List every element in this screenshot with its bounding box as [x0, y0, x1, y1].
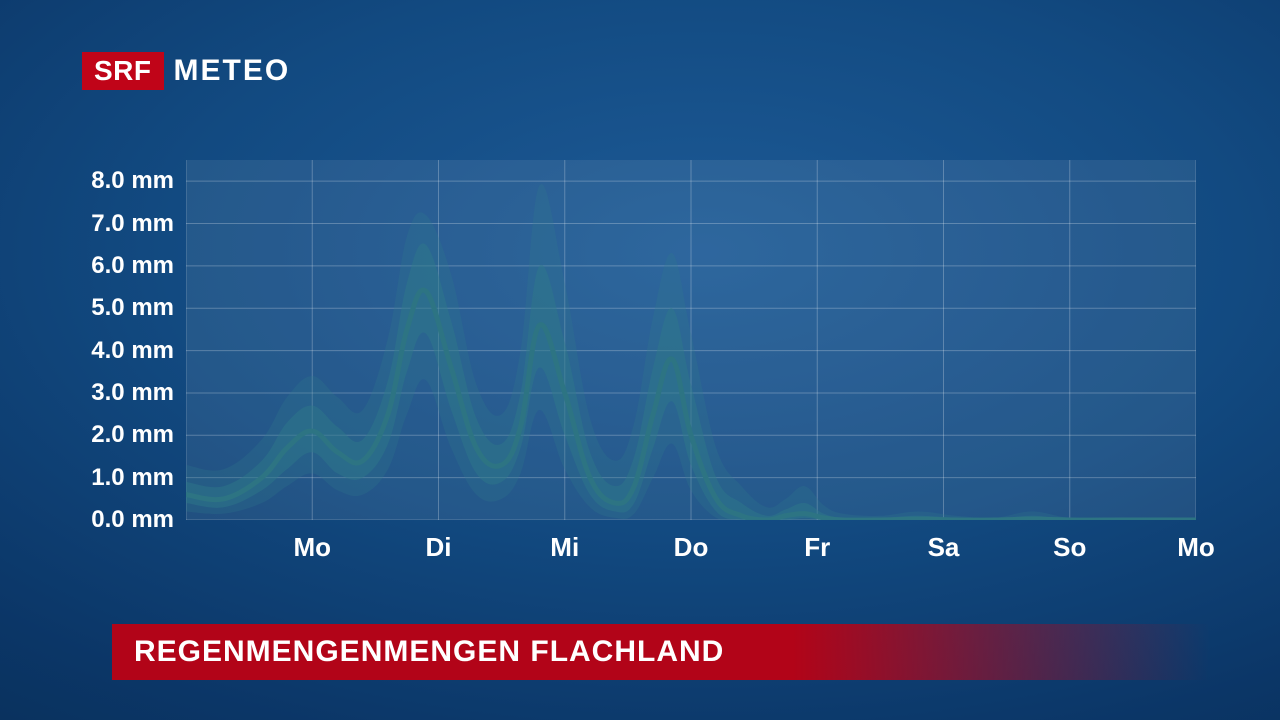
title-banner: REGENMENGENMENGEN FLACHLAND	[112, 624, 1210, 680]
x-axis-label: Mo	[1177, 532, 1215, 563]
y-axis-label: 6.0 mm	[70, 252, 174, 280]
title-text: REGENMENGENMENGEN FLACHLAND	[134, 635, 724, 669]
y-axis-label: 1.0 mm	[70, 464, 174, 492]
x-axis-label: Mi	[550, 532, 579, 563]
srf-badge: SRF	[82, 52, 164, 90]
chart-plot-area	[186, 160, 1196, 520]
precipitation-chart: 0.0 mm 1.0 mm 2.0 mm 3.0 mm 4.0 mm 5.0 mm 6.0 …	[70, 160, 1200, 580]
y-axis-label: 7.0 mm	[70, 210, 174, 238]
brand-logo: SRF METEO	[82, 52, 290, 90]
y-axis-label: 0.0 mm	[70, 506, 174, 534]
brand-text: METEO	[174, 54, 291, 88]
x-axis-label: Do	[674, 532, 709, 563]
x-axis-label: Mo	[293, 532, 331, 563]
x-axis-label: So	[1053, 532, 1086, 563]
x-axis-label: Di	[426, 532, 452, 563]
x-axis-label: Fr	[804, 532, 830, 563]
x-axis-label: Sa	[928, 532, 960, 563]
weather-chart-slide: SRF METEO 0.0 mm 1.0 mm 2.0 mm 3.0 mm 4.0 mm…	[0, 0, 1280, 720]
y-axis-label: 5.0 mm	[70, 294, 174, 322]
y-axis-label: 2.0 mm	[70, 421, 174, 449]
y-axis-label: 8.0 mm	[70, 167, 174, 195]
y-axis-label: 3.0 mm	[70, 379, 174, 407]
y-axis-label: 4.0 mm	[70, 337, 174, 365]
